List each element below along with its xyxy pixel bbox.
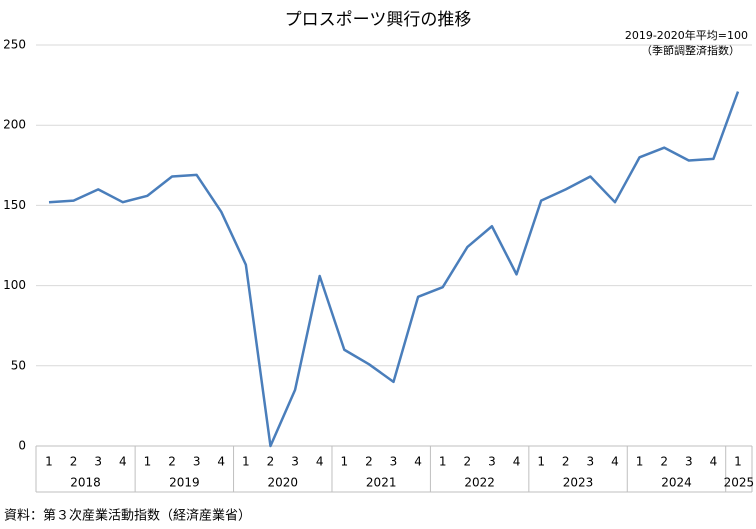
x-group-label: 2024	[661, 476, 692, 490]
x-tick-label: 2	[464, 455, 472, 469]
y-tick-label: 100	[3, 278, 26, 292]
x-group-label: 2022	[464, 476, 495, 490]
x-group-label: 2021	[366, 476, 397, 490]
x-tick-label: 3	[587, 455, 595, 469]
x-tick-label: 4	[119, 455, 127, 469]
x-tick-label: 1	[537, 455, 545, 469]
data-line	[48, 91, 740, 448]
x-tick-label: 3	[94, 455, 102, 469]
x-tick-label: 3	[390, 455, 398, 469]
x-tick-label: 1	[340, 455, 348, 469]
y-tick-label: 250	[3, 38, 26, 52]
x-tick-label: 1	[636, 455, 644, 469]
x-tick-label: 3	[193, 455, 201, 469]
x-tick-label: 3	[685, 455, 693, 469]
x-group-label: 2020	[267, 476, 298, 490]
x-tick-label: 1	[144, 455, 152, 469]
x-group-label: 2019	[169, 476, 200, 490]
x-tick-label: 2	[168, 455, 176, 469]
note: 2019-2020年平均=100	[625, 28, 748, 42]
x-tick-label: 2	[267, 455, 275, 469]
y-tick-label: 0	[18, 439, 26, 453]
x-group-label: 2018	[70, 476, 101, 490]
y-tick-label: 50	[11, 358, 26, 372]
x-tick-label: 1	[439, 455, 447, 469]
x-group-label: 2025	[724, 476, 755, 490]
x-tick-label: 1	[734, 455, 742, 469]
x-tick-label: 4	[611, 455, 619, 469]
x-tick-label: 2	[660, 455, 668, 469]
x-tick-label: 1	[45, 455, 53, 469]
x-tick-label: 3	[291, 455, 299, 469]
x-group-label: 2023	[563, 476, 594, 490]
x-tick-label: 4	[414, 455, 422, 469]
x-tick-label: 4	[710, 455, 718, 469]
x-tick-label: 2	[562, 455, 570, 469]
x-tick-label: 3	[488, 455, 496, 469]
chart-title: プロスポーツ興行の推移	[285, 10, 472, 30]
y-tick-label: 150	[3, 198, 26, 212]
x-tick-label: 2	[365, 455, 373, 469]
x-tick-label: 4	[316, 455, 324, 469]
x-tick-label: 2	[70, 455, 78, 469]
y-tick-label: 200	[3, 118, 26, 132]
x-tick-label: 4	[217, 455, 225, 469]
x-tick-label: 4	[513, 455, 521, 469]
note: （季節調整済指数）	[641, 43, 740, 57]
x-tick-label: 1	[242, 455, 250, 469]
source: 資料：第３次産業活動指数（経済産業省）	[4, 508, 251, 524]
